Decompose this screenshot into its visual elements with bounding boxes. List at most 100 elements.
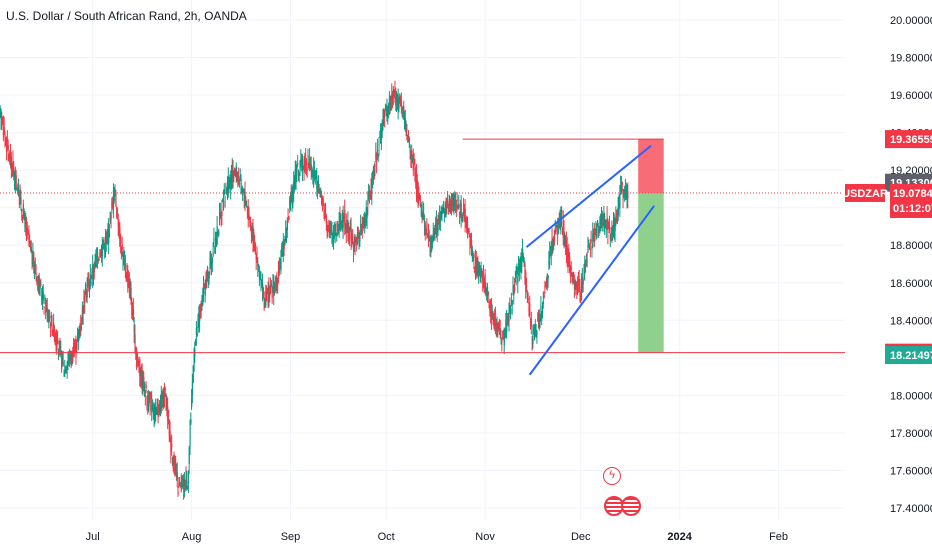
candle-body [163,397,165,406]
candle-body [20,197,22,205]
drawings[interactable] [0,138,845,376]
candle-body [89,274,92,280]
candle-body [537,320,539,322]
candle-body [213,238,215,242]
candle-body [340,223,342,228]
wedge-upper-trendline[interactable] [525,144,652,248]
candle-body [59,346,61,348]
candle-body [285,229,287,232]
candle-body [169,430,171,438]
x-tick-label: Nov [475,531,495,543]
candle-body [97,259,99,262]
candle-body [570,266,572,271]
candle-body [72,350,74,362]
candle-body [474,266,476,273]
x-tick-label: Oct [378,531,395,543]
candle-body [228,180,230,183]
candle-body [475,260,477,271]
chart-title: U.S. Dollar / South African Rand, 2h, OA… [6,9,247,23]
candle-body [246,209,249,215]
candle-body [53,322,55,331]
candle-body [605,221,607,230]
candle-body [141,370,143,388]
candle-body [41,295,43,300]
us-flag-icon[interactable] [621,496,641,516]
candle-body [301,158,303,164]
candle-body [511,300,513,306]
candle-body [227,176,229,191]
candle-body [360,223,362,229]
candle-body [209,262,211,267]
candle-body [131,302,133,315]
candle-body [229,178,231,186]
candle-body [490,300,493,319]
candle-body [181,479,183,482]
candle-body [17,191,19,194]
candle-body [419,195,421,201]
candle-body [604,223,606,228]
candle-body [384,110,386,117]
candle-body [368,192,370,195]
candle-body [144,383,146,394]
candle-body [136,354,139,362]
candle-body [329,229,332,231]
candle-body [31,252,33,265]
candle-body [51,324,53,333]
candle-body [105,237,107,244]
candle-body [267,291,269,306]
candle-body [451,199,454,207]
candle-body [345,226,347,228]
candle-body [195,327,198,336]
candle-body [341,213,344,228]
lightning-icon[interactable]: ϟ [603,467,621,485]
candle-body [316,176,318,190]
candle-body [69,351,72,360]
candle-body [184,482,186,491]
candle-body [439,211,442,222]
candle-body [132,309,134,311]
candle-body [73,345,75,354]
candle-body [522,249,524,259]
price-axis[interactable]: 17.4000017.6000017.8000018.0000018.20000… [890,15,932,515]
candle-body [79,326,81,338]
candle-body [135,349,137,354]
candle-body [496,325,498,329]
candle-body [541,307,544,315]
candle-body [482,276,484,283]
candle-body [577,284,579,292]
candle-body [128,279,131,293]
candle-body [435,222,437,234]
take-profit-zone[interactable] [638,192,664,353]
candle-body [45,302,48,306]
candle-body [527,297,529,301]
candle-body [403,106,405,114]
candle-body [451,193,453,207]
time-axis[interactable]: Jul Aug Sep Oct Nov Dec 2024 Feb [86,531,788,543]
x-tick-label: Dec [571,531,591,543]
candle-body [180,482,182,491]
candle-body [166,398,168,407]
candle-body [447,200,449,206]
candle-body [592,233,594,247]
candle-body [203,283,206,288]
candle-body [65,366,68,371]
candle-body [406,129,408,131]
candle-body [586,261,588,263]
candle-body [338,223,340,231]
candle-body [167,406,169,422]
candle-body [488,305,490,309]
candle-body [347,220,349,233]
candle-body [417,182,419,199]
wedge-lower-trendline[interactable] [528,205,655,376]
stop-loss-zone[interactable] [638,139,664,193]
candle-body [236,174,238,181]
candle-body [0,110,2,121]
candle-body [124,264,127,273]
candle-body [617,196,619,215]
candle-body [478,268,480,275]
candle-body [530,317,533,326]
candle-body [616,213,618,218]
candle-body [402,111,404,116]
candle-body [439,215,441,221]
